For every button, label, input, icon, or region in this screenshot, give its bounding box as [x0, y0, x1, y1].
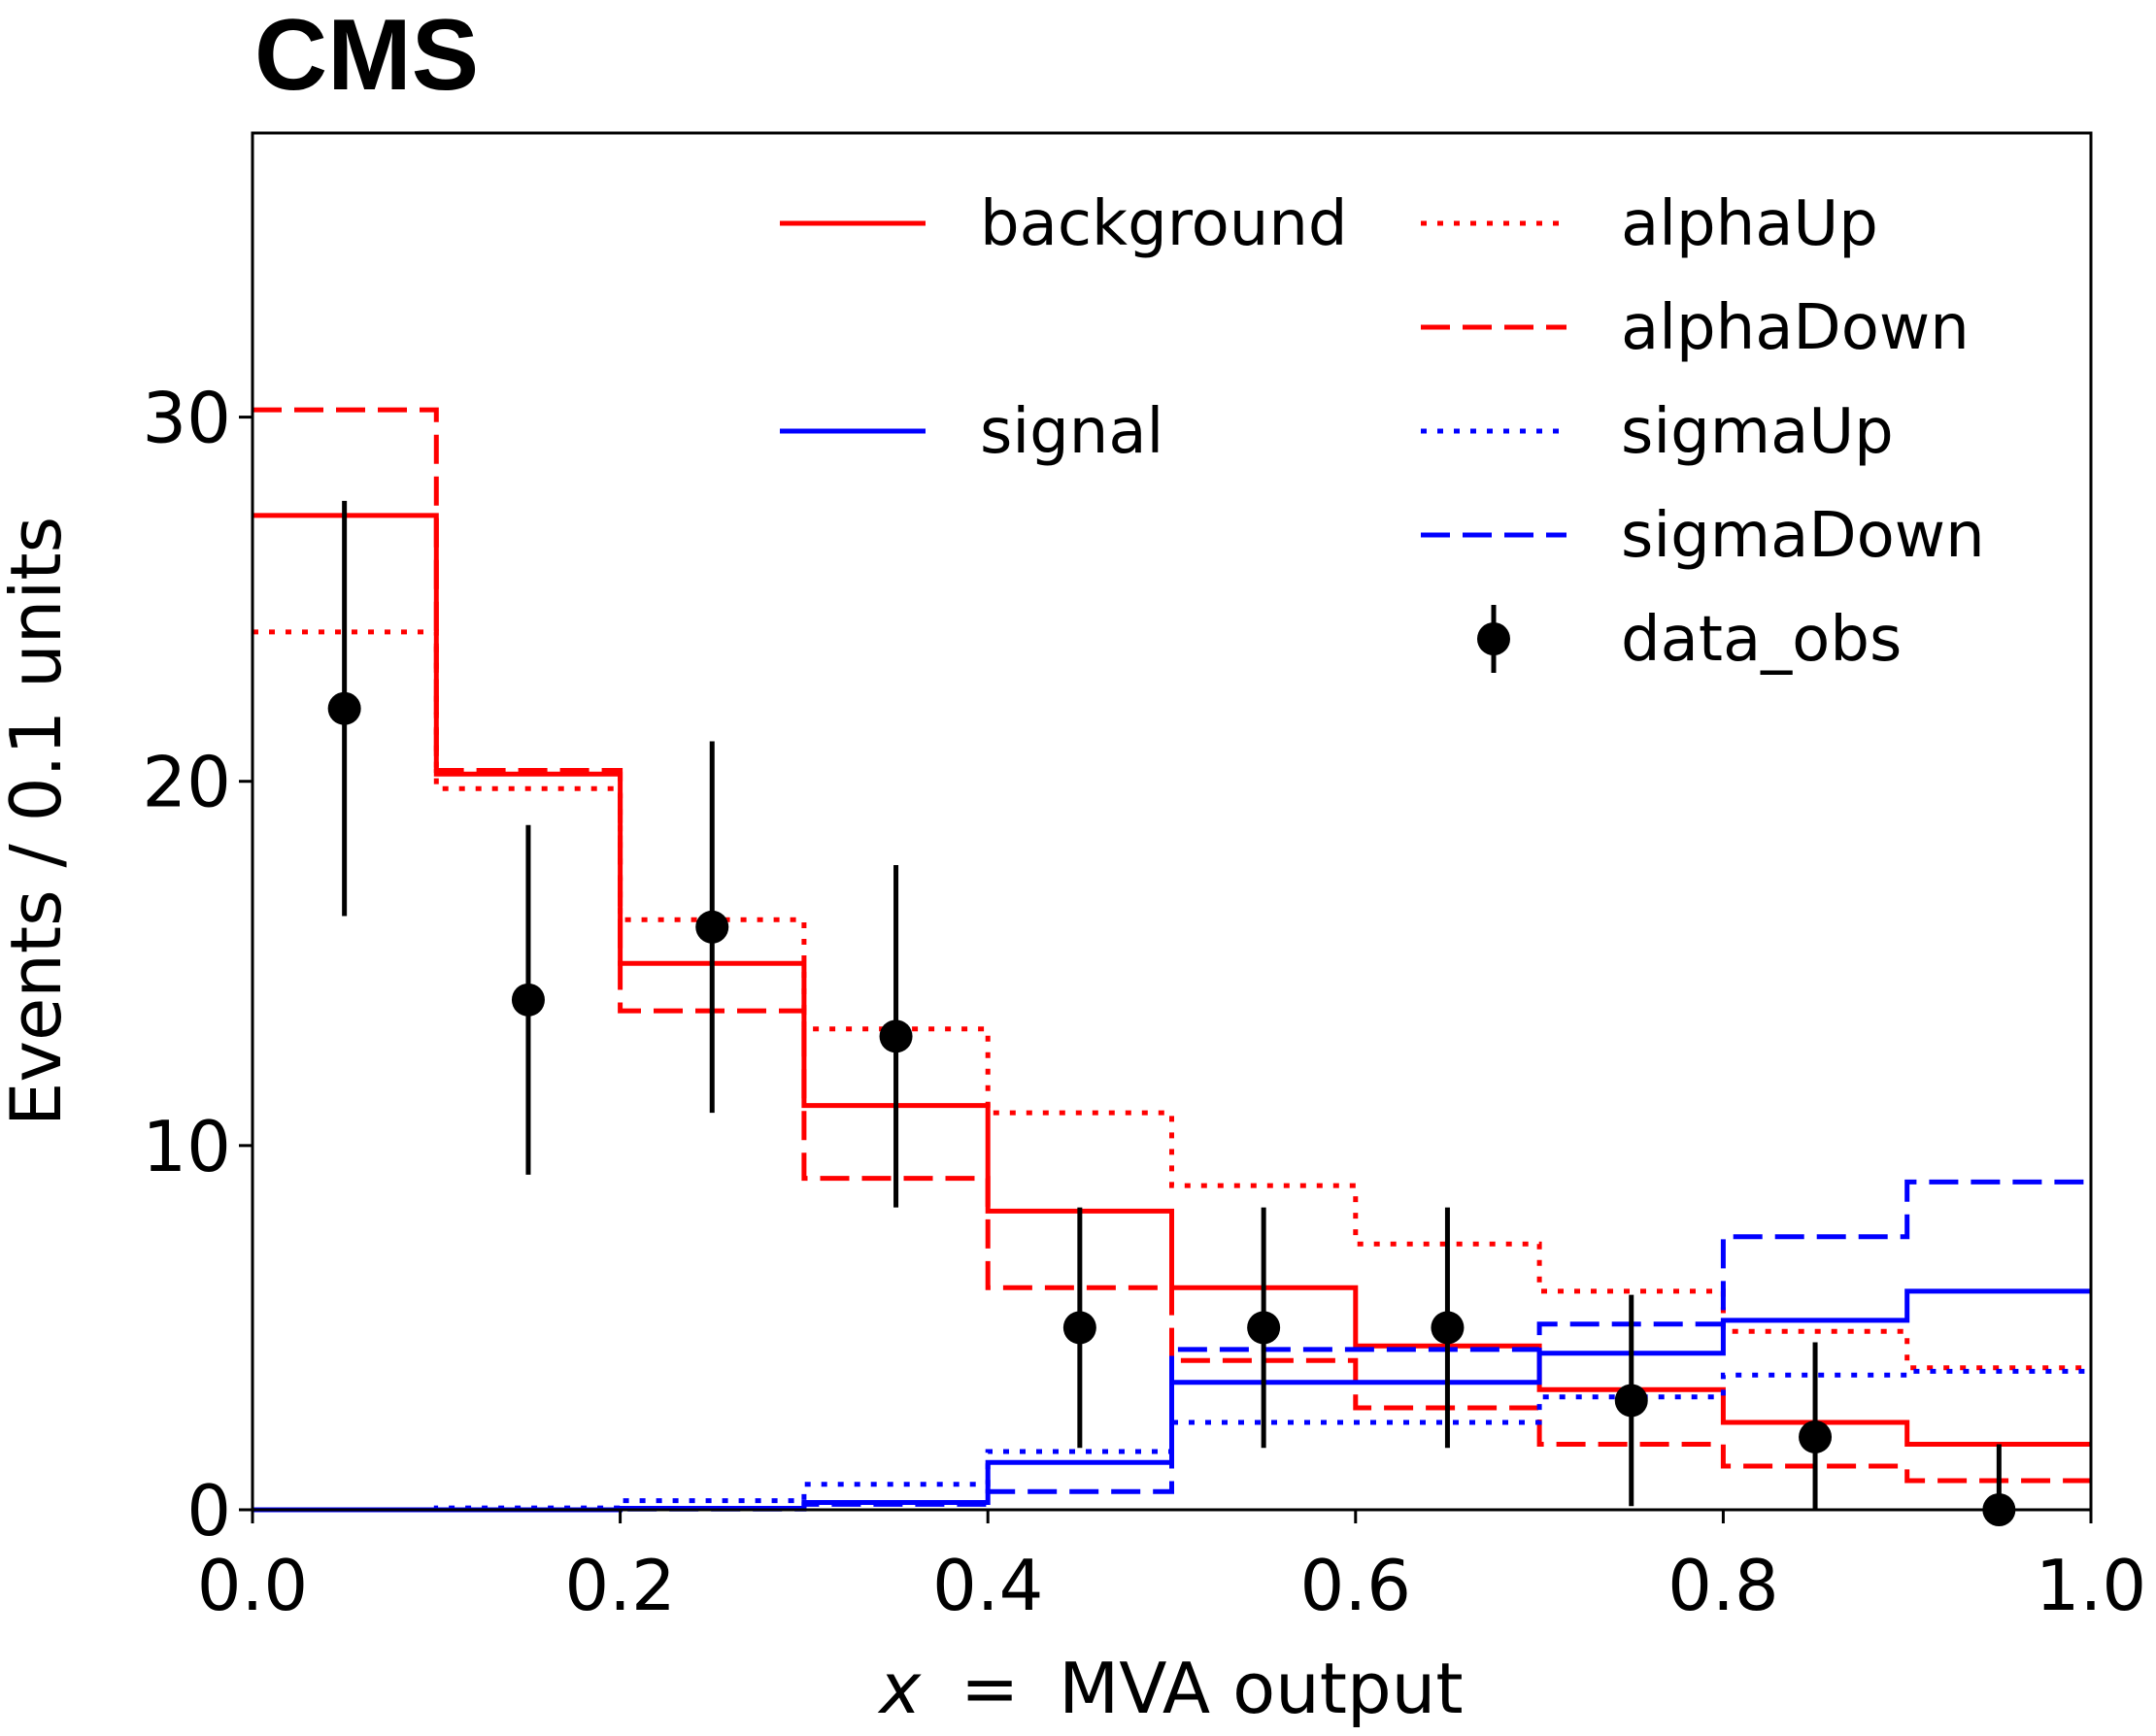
legend-entry-data-obs: data_obs: [1477, 604, 1902, 676]
y-tick-label: 20: [142, 742, 231, 823]
legend-label: signal: [980, 396, 1163, 468]
x-tick-label: 1.0: [2036, 1545, 2147, 1626]
data-obs-point: [1799, 1419, 1833, 1453]
x-tick-label: 0.2: [564, 1545, 676, 1626]
legend-label: sigmaUp: [1621, 396, 1894, 468]
legend-label: sigmaDown: [1621, 500, 1985, 572]
series-alphadown: [253, 407, 2091, 1484]
plot-frame: [251, 131, 2093, 1512]
legend-label: alphaUp: [1621, 188, 1878, 260]
y-axis-title: Events / 0.1 units: [0, 517, 77, 1126]
legend-entry-background: background: [780, 188, 1348, 260]
x-axis-operator: =: [960, 1648, 1019, 1729]
data-obs-point: [327, 691, 361, 725]
x-axis-title: x = MVA output: [877, 1648, 1463, 1729]
plot-area: [253, 407, 2091, 1513]
y-tick-label: 10: [142, 1106, 231, 1187]
legend-entry-alphaup: alphaUp: [1421, 188, 1878, 260]
data-obs-point: [1614, 1384, 1648, 1418]
y-axis-ticks: 0 10 20 30: [142, 378, 253, 1552]
data-obs-point: [511, 983, 545, 1017]
legend-entry-alphadown: alphaDown: [1421, 292, 1970, 364]
legend: background signal alphaUp alphaDown sigmaUp s…: [780, 188, 1985, 676]
legend-entry-sigmadown: sigmaDown: [1421, 500, 1985, 572]
legend-entry-sigmaup: sigmaUp: [1421, 396, 1894, 468]
data-obs-point: [695, 910, 729, 944]
data-obs-point: [1247, 1311, 1281, 1345]
data-points: [327, 500, 2016, 1526]
legend-point-symbol: [1477, 622, 1510, 655]
y-tick-label: 30: [142, 378, 231, 459]
x-tick-label: 0.0: [197, 1545, 309, 1626]
legend-entry-signal: signal: [780, 396, 1163, 468]
x-axis-ticks: 0.0 0.2 0.4 0.6 0.8 1.0: [197, 1510, 2147, 1626]
data-obs-point: [879, 1019, 913, 1053]
data-obs-point: [1431, 1311, 1465, 1345]
x-tick-label: 0.4: [932, 1545, 1044, 1626]
x-axis-text: MVA output: [1059, 1648, 1463, 1729]
legend-label: data_obs: [1621, 604, 1902, 676]
legend-label: background: [980, 188, 1348, 260]
experiment-label: CMS: [254, 0, 479, 112]
y-tick-label: 0: [186, 1470, 231, 1552]
x-tick-label: 0.8: [1668, 1545, 1779, 1626]
series-sigmadown: [253, 1179, 2091, 1513]
legend-label: alphaDown: [1621, 292, 1970, 364]
x-axis-variable: x: [877, 1648, 922, 1729]
x-tick-label: 0.6: [1300, 1545, 1412, 1626]
data-obs-point: [1062, 1311, 1096, 1345]
